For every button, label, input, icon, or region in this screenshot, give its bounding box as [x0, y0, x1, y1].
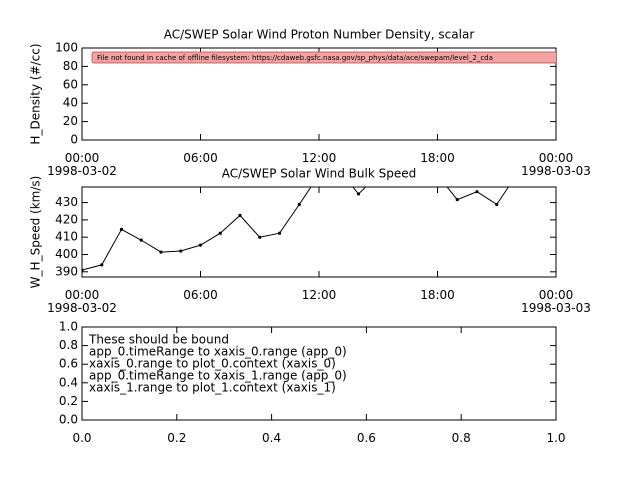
x-tick-label: 06:00 [183, 151, 218, 165]
x-tick-label: 12:00 [302, 288, 337, 302]
point [82, 268, 84, 272]
point [277, 231, 282, 235]
y-tick-label: 0 [70, 133, 78, 147]
point [495, 202, 499, 207]
point [297, 202, 301, 207]
y-tick-label: 100 [55, 41, 78, 55]
y-axis-label: W_H_Speed (km/s) [29, 176, 43, 289]
point [475, 190, 479, 194]
y-tick-label: 0.6 [59, 357, 78, 371]
y-tick-label: 390 [55, 264, 78, 278]
y-tick-label: 400 [55, 247, 78, 261]
x-tick-label: 00:00 1998-03-02 [47, 151, 117, 178]
point [139, 238, 143, 242]
annotation-line: app_0.timeRange to xaxis_0.range (app_0) [89, 345, 347, 359]
x-tick-label: 00:00 1998-03-03 [521, 288, 591, 315]
y-tick-label: 0.0 [59, 413, 78, 427]
chart-title: AC/SWEP Solar Wind Proton Number Density… [164, 28, 475, 42]
point [436, 173, 439, 176]
point [356, 192, 361, 196]
point [218, 231, 222, 235]
x-tick-label: 0.8 [452, 431, 471, 445]
panel: AC/SWEP Solar Wind Bulk Speed W_H_Speed (… [29, 166, 591, 315]
y-tick-label: 0.4 [59, 375, 78, 389]
annotation-line: xaxis_1.range to plot_1.context (xaxis_1… [89, 381, 336, 395]
point [238, 213, 242, 217]
y-axis-label: H_Density (#/cc) [29, 43, 43, 144]
x-tick-label: 00:00 1998-03-02 [47, 288, 117, 315]
x-tick-label: 18:00 [420, 151, 455, 165]
annotation-line: These should be bound [88, 333, 229, 347]
y-tick-label: 0.8 [59, 338, 78, 352]
y-tick-label: 40 [63, 96, 78, 110]
panel: AC/SWEP Solar Wind Proton Number Density… [29, 28, 591, 178]
point [100, 263, 104, 267]
point [198, 243, 203, 247]
series [82, 166, 518, 272]
point [416, 166, 419, 169]
y-tick-label: 0.2 [59, 394, 78, 408]
y-tick-label: 20 [63, 114, 78, 128]
annotation-box [91, 51, 556, 64]
y-tick-label: 1.0 [59, 320, 78, 334]
annotation-line: app_0.timeRange to xaxis_1.range (app_0) [89, 369, 347, 383]
point [159, 250, 163, 254]
x-tick-label: 00:00 1998-03-03 [521, 151, 591, 178]
point [515, 173, 518, 176]
line [82, 187, 510, 271]
x-tick-label: 0.2 [167, 431, 186, 445]
y-tick-label: 430 [55, 195, 78, 209]
annotation: File not found in cache of offline files… [91, 51, 556, 64]
x-tick-label: 12:00 [302, 151, 337, 165]
chart-title: AC/SWEP Solar Wind Bulk Speed [222, 167, 416, 181]
x-tick-label: 06:00 [183, 288, 218, 302]
x-tick-label: 0.4 [262, 431, 281, 445]
annotation-line: xaxis_0.range to plot_0.context (xaxis_0… [89, 357, 336, 371]
point [179, 249, 183, 253]
x-tick-label: 0.6 [357, 431, 376, 445]
y-tick-label: 60 [63, 77, 78, 91]
point [455, 198, 459, 202]
point [258, 235, 262, 239]
x-tick-label: 1.0 [546, 431, 565, 445]
y-tick-label: 420 [55, 212, 78, 226]
y-tick-label: 80 [63, 59, 78, 73]
plot-area [81, 326, 557, 421]
point [119, 227, 124, 232]
x-tick-label: 0.0 [72, 431, 91, 445]
x-tick-label: 18:00 [420, 288, 455, 302]
annotation-text: File not found in cache of offline files… [97, 54, 493, 62]
y-tick-label: 410 [55, 230, 78, 244]
plot-area [81, 186, 557, 278]
panel: 0.0 0.2 0.4 0.6 0.8 1.0 0.0 0.2 0.4 0.6 0.8 1.0 Thes… [59, 320, 566, 445]
